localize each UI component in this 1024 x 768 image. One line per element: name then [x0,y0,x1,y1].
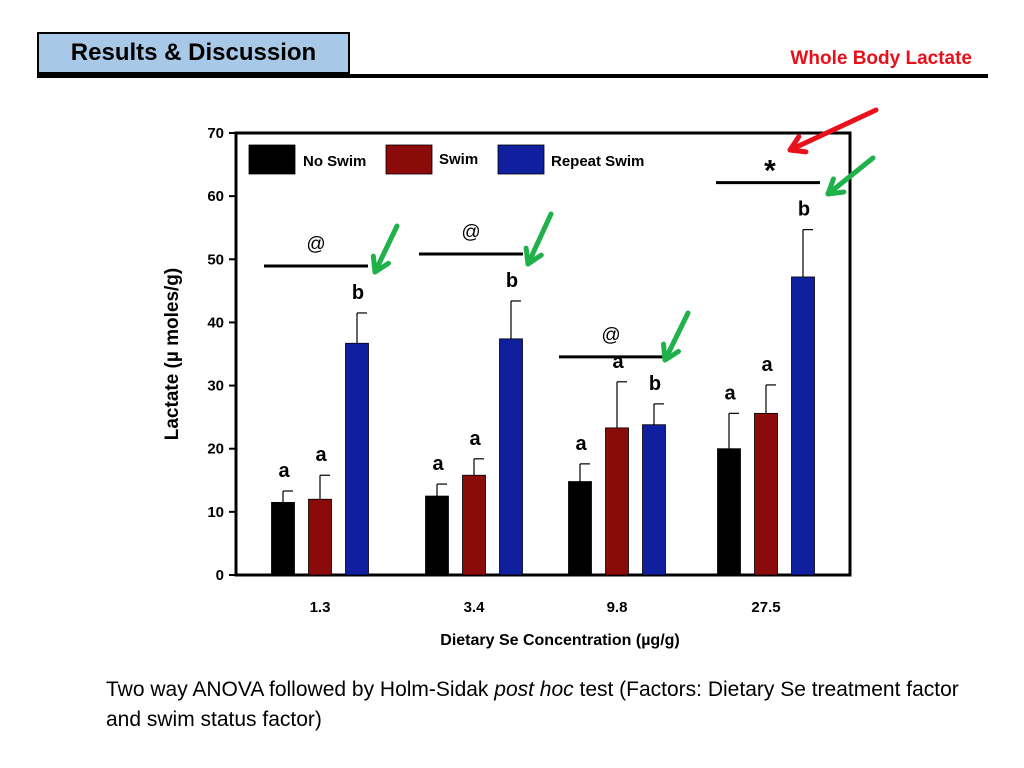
red-arrow-shaft [787,107,879,153]
figure-caption: Two way ANOVA followed by Holm-Sidak pos… [106,675,966,735]
significance-letter: a [315,444,327,466]
bar [345,342,369,576]
y-tick-label: 30 [207,378,224,395]
plot-frame [234,131,852,577]
green-arrow-head [825,176,847,197]
x-tick-label: 1.3 [310,599,331,616]
green-arrow-head [523,245,544,267]
green-arrow-shaft [825,155,876,197]
significance-letter: a [761,354,773,376]
comparison-mark: @ [306,234,325,255]
legend-swatch [497,144,545,175]
y-tick-label: 40 [207,314,224,331]
legend-label: Swim [439,151,478,168]
x-tick-label: 27.5 [751,599,780,616]
lactate-bar-chart: 0 10 20 30 40 50 60 70 Lactate (µ moles/g) 1.3 3.4… [162,107,879,649]
bar [754,412,778,576]
significance-letter: b [506,270,518,292]
caption-italic: post hoc [494,678,574,701]
legend-swatch [248,144,296,175]
bar [791,276,815,576]
significance-letter: b [649,373,661,395]
red-arrow-head [787,134,809,155]
y-axis-label: Lactate (µ moles/g) [162,268,183,440]
legend-label: No Swim [303,153,366,170]
y-tick-label: 10 [207,504,224,521]
green-arrow-shaft [662,310,691,363]
caption-text-2: test (Factors: Dietary Se treatment fact… [106,678,959,731]
green-arrow-shaft [525,211,554,267]
significance-letter: a [432,453,444,475]
significance-letter: a [278,460,290,482]
comparison-mark: @ [601,325,620,346]
significance-letter: b [798,199,810,221]
bar [499,338,523,576]
bar [462,474,486,576]
bar [568,481,592,576]
green-arrow-head [660,341,682,363]
x-axis-label: Dietary Se Concentration (µg/g) [440,632,679,649]
section-label: Whole Body Lactate [790,48,972,69]
significance-letter: a [612,351,624,373]
x-tick-label: 3.4 [464,599,486,616]
y-tick-label: 0 [216,567,224,584]
y-tick-label: 70 [207,125,224,142]
green-arrow-head [370,253,391,275]
y-tick-label: 50 [207,251,224,268]
slide-title: Results & Discussion [37,32,350,74]
significance-letter: a [575,433,587,455]
caption-text-1: Two way ANOVA followed by Holm-Sidak [106,678,495,701]
comparison-mark: * [764,155,776,188]
significance-letter: b [352,282,364,304]
y-tick-label: 20 [207,441,224,458]
x-tick-label: 9.8 [607,599,628,616]
green-arrow-shaft [372,223,400,275]
bar [308,498,332,576]
bar [605,427,629,576]
legend-swatch [385,144,433,175]
bar [717,448,741,576]
significance-letter: a [469,428,481,450]
bar [642,424,666,576]
bar [271,501,295,576]
comparison-mark: @ [461,222,480,243]
y-tick-label: 60 [207,188,224,205]
bar [425,495,449,576]
significance-letter: a [724,382,736,404]
title-underline [37,74,988,78]
legend-label: Repeat Swim [551,153,644,170]
